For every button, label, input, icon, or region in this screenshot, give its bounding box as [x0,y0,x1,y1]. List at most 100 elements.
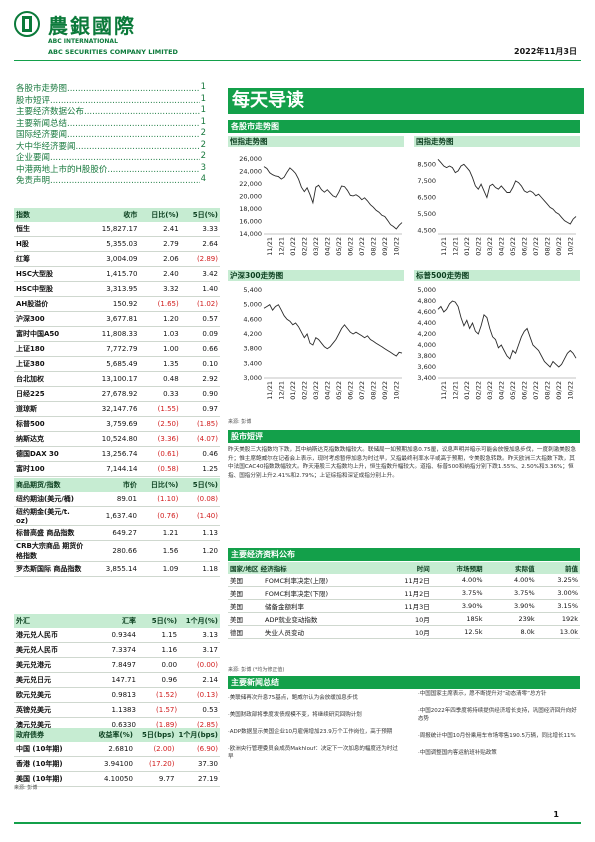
table-cell: 美国 ADP就业变动指数 [228,612,376,626]
commentary-title: 股市短评 [228,430,580,443]
table-cell: 280.66 [85,540,139,562]
table-cell: 0.90 [180,386,220,402]
company-name-en1: ABC INTERNATIONAL [48,38,118,45]
table-cell: 沪深300 [14,311,87,327]
table-cell: 富时中国A50 [14,326,87,342]
table-cell: 11月2日 [375,574,432,587]
table-cell: 道琼斯 [14,401,87,417]
table-cell: 1.20 [139,311,181,327]
series-line [263,304,403,357]
toc-item[interactable]: 股市短评....................................… [16,93,206,106]
table-row: 中国 (10年期) 2.6810 (2.00) (6.90) [14,742,220,757]
table-cell: 12.5k [431,625,485,639]
toc-item-label: 股市短评 [16,95,51,106]
table-cell: 1.35 [139,356,181,372]
table-cell: (1.57) [137,702,180,718]
table-cell: 9.77 [134,771,177,787]
bonds-source: 来源: 彭博 [14,785,38,791]
table-cell: 港元兑人民币 [14,628,88,643]
toc-item[interactable]: 主要新闻总结..................................… [16,116,206,129]
table-row: 台北加权 13,100.17 0.48 2.92 [14,371,220,387]
table-cell: 1.21 [138,525,181,541]
table-row: 美国 (10年期) 4.10050 9.77 27.19 [14,771,220,787]
table-cell: 3,313.95 [86,281,140,297]
company-name-en2: ABC SECURITIES COMPANY LIMITED [48,48,178,56]
table-cell: 11月2日 [375,586,432,600]
table-cell: HSC大型股 [14,266,87,282]
column-header: 5日(%) [180,208,220,222]
econ-country: 美国 [230,590,243,598]
page-number: 1 [553,810,559,819]
toc-item[interactable]: 免责声明....................................… [16,174,206,186]
toc-item[interactable]: 主要经济数据公布................................… [16,105,206,117]
table-cell: 3.25% [536,574,580,587]
table-cell: 10,524.80 [86,431,140,447]
table-cell: 192k [536,612,580,626]
x-tick-label: 02/22 [474,381,482,400]
column-header: 市场预期 [431,562,485,574]
table-cell: 0.48 [139,371,181,387]
y-tick-label: 4,400 [417,319,436,327]
y-tick-label: 4,200 [243,330,262,338]
y-tick-label: 4,800 [417,297,436,305]
x-tick-label: 08/22 [369,381,377,400]
x-tick-label: 10/22 [392,237,400,256]
news-item: ·美国财政部将季度发债规模不变，将继续研究回购计划 [228,712,362,718]
toc-item-page: 1 [199,105,206,115]
table-cell: 32,147.76 [86,401,140,417]
table-cell: 0.46 [180,446,220,462]
table-cell: 15,827.17 [86,222,140,237]
toc-item[interactable]: 企业要闻....................................… [16,151,206,163]
x-tick-label: 12/21 [451,237,459,256]
x-tick-label: 06/22 [346,381,354,400]
y-tick-label: 4,200 [417,330,436,338]
table-cell: (1.85) [180,416,220,432]
news-item: ·美联储再次升息75基点，鲍威尔认为会放缓加息步伐 [228,695,358,701]
table-cell: 2.6810 [84,742,135,757]
table-row: 德国DAX 30 13,256.74 (0.61) 0.46 [14,446,220,462]
table-row: 美国 ADP就业变动指数 10月 185k 239k 192k [228,612,580,626]
toc-item[interactable]: 国际经济要闻..................................… [16,128,206,140]
table-cell: 10月 [375,625,432,639]
x-tick-label: 10/22 [566,381,574,400]
toc-dots: ........................................… [67,118,206,129]
table-cell: 1.03 [139,326,181,342]
table-row: 标普高盛 商品指数 649.27 1.21 1.13 [14,525,220,541]
table-cell: AH股溢价 [14,296,87,312]
table-cell: 2.64 [180,236,220,252]
x-tick-label: 06/22 [520,381,528,400]
table-cell: 罗杰斯国际 商品指数 [14,561,86,577]
table-cell: 1.18 [180,561,220,577]
table-cell: 3.75% [431,586,485,600]
y-tick-label: 16,000 [239,218,262,226]
econ-indicator: FOMC利率决定(下限) [265,590,329,598]
column-header: 时间 [375,562,432,574]
y-tick-label: 4,000 [417,341,436,349]
table-cell: 日经225 [14,386,87,402]
table-cell: 2.41 [139,222,181,237]
table-cell: 0.33 [139,386,181,402]
news-item: ·中国调整国内客运航班补贴政策 [418,750,497,756]
table-row: 纳斯达克 10,524.80 (3.36) (4.07) [14,431,220,447]
column-header: 市价 [85,478,139,492]
toc-item[interactable]: 中港两地上市的H股股价.............................… [16,162,206,175]
table-cell: 3,855.14 [85,561,139,577]
column-header: 日比(%) [139,208,181,222]
table-header: 政府债券 收益率(%) 5日(bps) 1个月(bps) [14,728,220,742]
table-row: 美元兑港元 7.8497 0.00 (0.00) [14,657,220,673]
table-row: 上证180 7,772.79 1.00 0.66 [14,341,220,357]
column-header: 收益率(%) [84,728,135,742]
x-tick-label: 04/22 [497,237,505,256]
table-cell: 4.00% [484,574,537,587]
table-cell: 649.27 [85,525,139,541]
table-header: 国家/地区 经济指标 时间 市场预期 实际值 前值 [228,562,580,574]
y-tick-label: 5,000 [243,301,262,309]
table-header: 商品期货/指数 市价 日比(%) 5日(%) [14,478,220,492]
news-item: ·周报统计中国10月份乘用车市场零售190.5万辆，同比增长11% [418,733,576,739]
report-date: 2022年11月3日 [514,47,577,56]
x-tick-label: 02/22 [300,381,308,400]
table-cell: 1.16 [137,642,180,658]
toc-item[interactable]: 大中华经济要闻.................................… [16,139,206,152]
x-tick-label: 09/22 [381,237,389,256]
toc-item[interactable]: 各股市走势图..................................… [16,82,206,94]
